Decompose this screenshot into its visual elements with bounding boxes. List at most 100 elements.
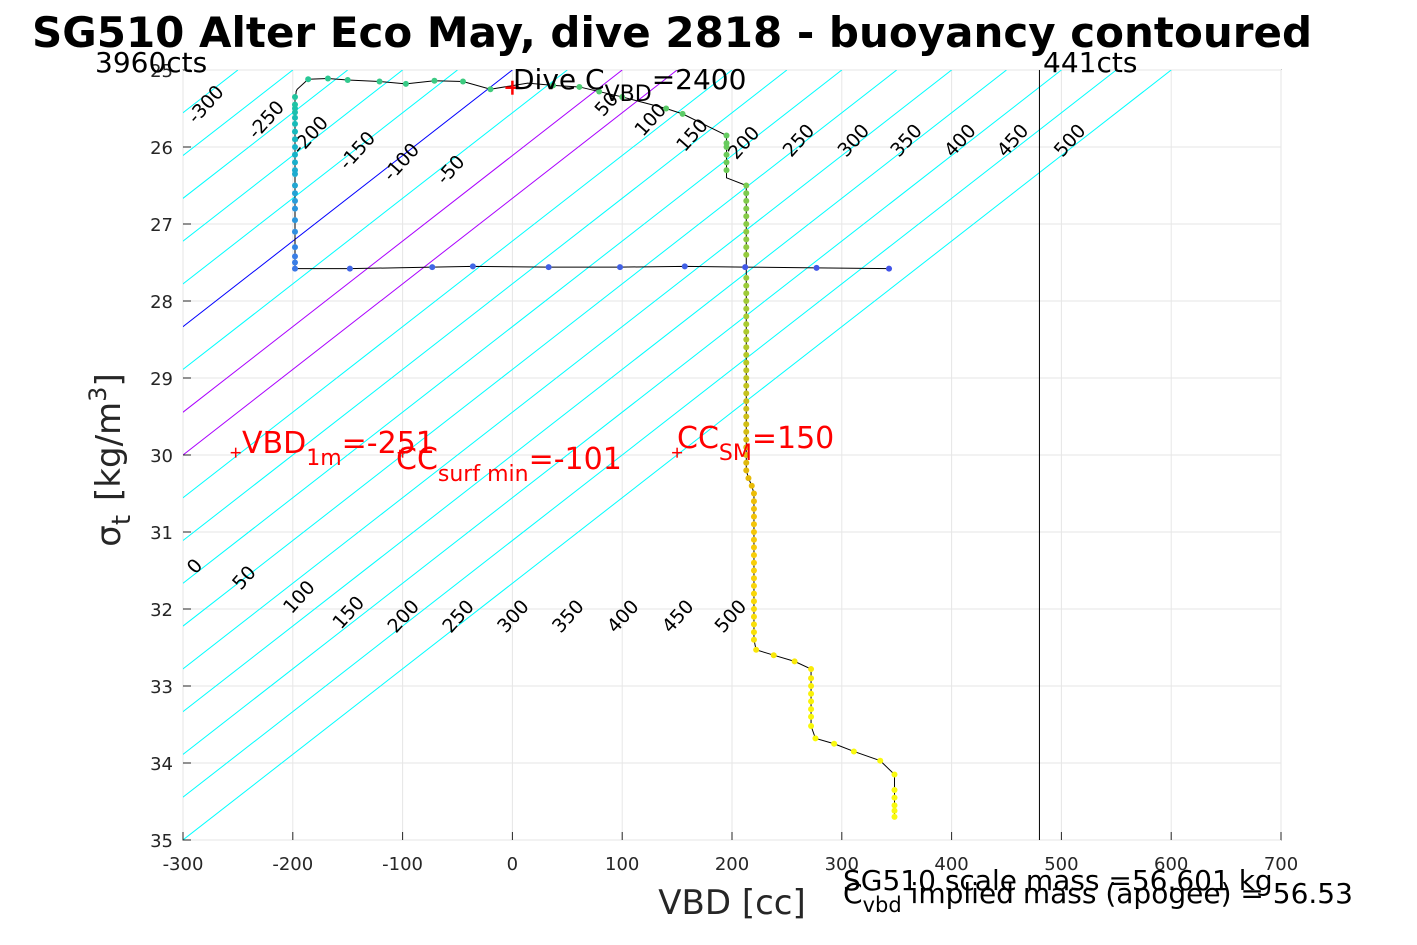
x-tick-labels: -300 -200 -100 0 100 200 300 400 500 600 700 — [163, 832, 1298, 875]
data-point — [808, 706, 815, 713]
data-point — [324, 75, 331, 82]
implied-mass-text: Cvbd implied mass (apogee) = 56.53 — [843, 877, 1353, 917]
ann-main: VBD — [242, 426, 306, 461]
corner-label-right: 441cts — [1043, 46, 1137, 79]
data-point — [663, 105, 670, 112]
data-point — [743, 244, 750, 251]
x-tick-label: -100 — [382, 854, 423, 875]
ylabel-sup: 3 — [84, 387, 112, 402]
data-point — [617, 264, 624, 271]
y-axis-label: σt [kg/m3] — [84, 373, 137, 546]
red-markers — [230, 80, 683, 458]
data-point — [291, 136, 298, 143]
data-point — [791, 658, 798, 665]
footer-main: C — [843, 877, 863, 910]
data-point — [576, 83, 583, 90]
contour-line — [183, 70, 1062, 756]
contour-line — [183, 70, 788, 542]
data-point — [808, 713, 815, 720]
data-point — [808, 690, 815, 697]
contour-line — [183, 70, 952, 670]
data-point — [831, 740, 838, 747]
data-point — [291, 167, 298, 174]
data-point — [291, 217, 298, 224]
data-point — [743, 467, 750, 474]
data-point — [743, 328, 750, 335]
data-point — [750, 582, 757, 589]
data-point — [750, 536, 757, 543]
data-point — [291, 101, 298, 108]
y-tick-label: 35 — [150, 831, 173, 852]
data-point — [750, 544, 757, 551]
corner-label-left: 3960cts — [95, 46, 207, 79]
data-point — [291, 190, 298, 197]
data-point — [750, 590, 757, 597]
data-point — [545, 264, 552, 271]
data-point — [723, 144, 730, 150]
data-point — [596, 88, 603, 95]
ann-rest: =-101 — [529, 442, 622, 477]
contour-line — [183, 70, 678, 456]
data-point — [748, 482, 755, 489]
footer-sub: vbd — [863, 893, 902, 917]
data-point — [808, 675, 815, 682]
data-point — [886, 265, 893, 272]
data-point — [723, 167, 730, 174]
data-point — [750, 552, 757, 559]
footer-rest: implied mass (apogee) = 56.53 — [902, 877, 1353, 910]
header-rest: =2400 — [652, 63, 747, 96]
data-point — [743, 282, 750, 289]
data-point — [743, 182, 750, 189]
data-point — [750, 513, 757, 520]
data-point — [743, 236, 750, 243]
y-tick-label: 25 — [150, 61, 173, 82]
ann-sub: SM — [719, 441, 752, 466]
data-point — [743, 313, 750, 320]
data-point — [750, 598, 757, 605]
data-point — [750, 629, 757, 636]
data-point — [750, 559, 757, 566]
chart-title: SG510 Alter Eco May, dive 2818 - buoyanc… — [32, 8, 1312, 57]
data-point — [891, 771, 898, 778]
dive-c-vbd-header: Dive CVBD=2400 — [513, 63, 746, 107]
data-point — [891, 813, 898, 820]
data-point — [291, 253, 298, 260]
x-tick-label: 400 — [934, 854, 968, 875]
data-point — [459, 78, 466, 85]
ann-sub: surf min — [438, 462, 529, 487]
data-point — [429, 264, 436, 271]
data-point — [291, 120, 298, 127]
data-points — [291, 75, 898, 820]
data-point — [681, 263, 688, 270]
contour-line — [183, 70, 843, 584]
data-point — [291, 114, 298, 121]
data-point — [743, 444, 750, 451]
x-tick-label: 500 — [1044, 854, 1078, 875]
data-point — [750, 606, 757, 612]
data-point — [723, 132, 730, 139]
data-point — [469, 263, 476, 270]
data-point — [877, 757, 884, 764]
ann-main: CC — [396, 442, 438, 477]
data-point — [743, 405, 750, 412]
data-point — [743, 375, 750, 381]
y-tick-label: 30 — [150, 446, 173, 467]
data-point — [750, 636, 757, 643]
ylabel-sub: t — [107, 515, 137, 525]
data-point — [813, 264, 820, 271]
x-tick-label: 100 — [605, 854, 639, 875]
data-point — [291, 197, 298, 204]
x-tick-label: -300 — [163, 854, 204, 875]
contour-line — [183, 70, 733, 499]
data-point — [743, 367, 750, 374]
data-point — [750, 498, 757, 505]
contour-line — [183, 70, 403, 242]
data-point — [305, 76, 312, 83]
data-point — [723, 159, 730, 166]
contour-line — [183, 70, 513, 328]
annotation-vbd-1m: VBD1m=-251 — [242, 426, 435, 471]
data-point — [431, 77, 438, 84]
contour-line — [183, 70, 568, 371]
data-point — [750, 621, 757, 628]
